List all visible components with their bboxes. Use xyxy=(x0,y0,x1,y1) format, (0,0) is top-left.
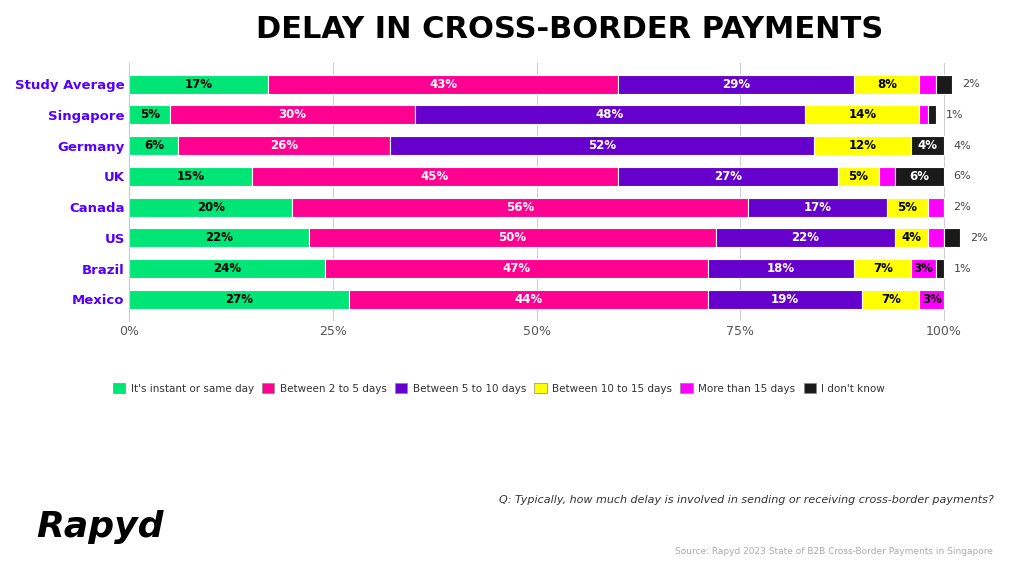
Bar xyxy=(854,259,911,278)
Bar xyxy=(928,198,944,217)
Text: 44%: 44% xyxy=(514,293,543,306)
Bar xyxy=(911,259,936,278)
Bar xyxy=(911,136,944,155)
Bar xyxy=(944,228,961,248)
Text: 4%: 4% xyxy=(901,232,922,244)
Bar xyxy=(936,259,944,278)
Text: 2%: 2% xyxy=(970,233,988,243)
Text: Rapyd: Rapyd xyxy=(36,510,164,544)
Text: 5%: 5% xyxy=(897,200,918,214)
Bar xyxy=(129,136,178,155)
Bar xyxy=(716,228,895,248)
Text: 7%: 7% xyxy=(881,293,901,306)
Bar xyxy=(618,75,854,94)
Text: 17%: 17% xyxy=(184,78,213,91)
Bar xyxy=(928,228,944,248)
Text: 4%: 4% xyxy=(953,141,972,151)
Text: 3%: 3% xyxy=(922,293,942,306)
Bar xyxy=(129,167,252,186)
Bar xyxy=(178,136,390,155)
Text: 50%: 50% xyxy=(498,232,526,244)
Bar xyxy=(129,290,349,309)
Bar xyxy=(920,75,936,94)
Text: 7%: 7% xyxy=(872,262,893,275)
Text: 52%: 52% xyxy=(588,139,615,152)
Text: 43%: 43% xyxy=(429,78,457,91)
Text: 2%: 2% xyxy=(953,202,972,212)
Text: 2%: 2% xyxy=(962,79,980,89)
Text: 18%: 18% xyxy=(767,262,795,275)
Bar xyxy=(879,167,895,186)
Text: 17%: 17% xyxy=(804,200,831,214)
Text: 29%: 29% xyxy=(722,78,751,91)
Bar xyxy=(349,290,708,309)
Text: 3%: 3% xyxy=(913,262,934,275)
Text: 56%: 56% xyxy=(506,200,535,214)
Text: 6%: 6% xyxy=(909,170,930,183)
Bar xyxy=(308,228,716,248)
Bar xyxy=(170,105,415,124)
Bar xyxy=(618,167,838,186)
Text: 1%: 1% xyxy=(953,264,971,274)
Text: Q: Typically, how much delay is involved in sending or receiving cross-border pa: Q: Typically, how much delay is involved… xyxy=(499,495,993,505)
Bar xyxy=(749,198,887,217)
Bar xyxy=(293,198,749,217)
Bar xyxy=(129,259,325,278)
Text: 27%: 27% xyxy=(225,293,253,306)
Text: 22%: 22% xyxy=(792,232,819,244)
Bar xyxy=(708,259,854,278)
Bar xyxy=(129,75,268,94)
Text: 8%: 8% xyxy=(877,78,897,91)
Text: 47%: 47% xyxy=(502,262,530,275)
Text: 14%: 14% xyxy=(848,108,877,122)
Text: 15%: 15% xyxy=(176,170,205,183)
Text: 26%: 26% xyxy=(270,139,298,152)
Text: 6%: 6% xyxy=(953,172,971,181)
Bar xyxy=(806,105,920,124)
Bar xyxy=(129,105,170,124)
Bar xyxy=(415,105,806,124)
Bar xyxy=(862,290,920,309)
Bar xyxy=(895,167,944,186)
Bar xyxy=(390,136,813,155)
Text: 6%: 6% xyxy=(144,139,164,152)
Text: 22%: 22% xyxy=(205,232,233,244)
Text: 48%: 48% xyxy=(596,108,624,122)
Bar xyxy=(920,290,944,309)
Bar xyxy=(854,75,920,94)
Text: 12%: 12% xyxy=(849,139,877,152)
Text: 19%: 19% xyxy=(771,293,799,306)
Bar xyxy=(838,167,879,186)
Legend: It's instant or same day, Between 2 to 5 days, Between 5 to 10 days, Between 10 : It's instant or same day, Between 2 to 5… xyxy=(109,379,889,398)
Bar xyxy=(887,198,928,217)
Bar xyxy=(928,105,936,124)
Text: Source: Rapyd 2023 State of B2B Cross-Border Payments in Singapore: Source: Rapyd 2023 State of B2B Cross-Bo… xyxy=(676,547,993,556)
Bar xyxy=(895,228,928,248)
Bar xyxy=(325,259,708,278)
Bar xyxy=(129,198,293,217)
Bar xyxy=(936,75,952,94)
Bar xyxy=(920,105,928,124)
Text: 27%: 27% xyxy=(714,170,742,183)
Text: 20%: 20% xyxy=(197,200,225,214)
Title: DELAY IN CROSS-BORDER PAYMENTS: DELAY IN CROSS-BORDER PAYMENTS xyxy=(256,15,883,44)
Bar xyxy=(708,290,862,309)
Bar xyxy=(252,167,618,186)
Bar xyxy=(129,228,308,248)
Bar xyxy=(813,136,911,155)
Text: 5%: 5% xyxy=(848,170,868,183)
Text: 30%: 30% xyxy=(279,108,306,122)
Text: 45%: 45% xyxy=(421,170,449,183)
Text: 5%: 5% xyxy=(140,108,160,122)
Text: 24%: 24% xyxy=(213,262,242,275)
Text: 4%: 4% xyxy=(918,139,938,152)
Text: 1%: 1% xyxy=(945,110,964,120)
Bar xyxy=(268,75,618,94)
